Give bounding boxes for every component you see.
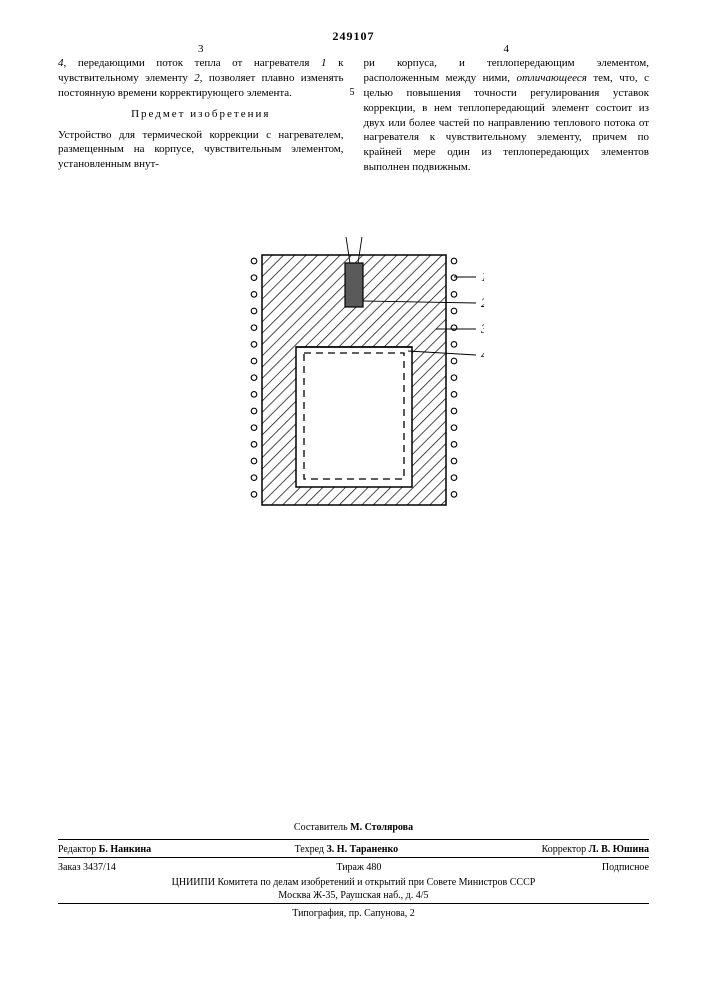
- svg-text:1: 1: [481, 269, 484, 284]
- order-row: Заказ 3437/14 Тираж 480 Подписное: [58, 857, 649, 876]
- text-columns: 3 4, передающими поток тепла от нагреват…: [0, 44, 707, 175]
- subject-heading: Предмет изобретения: [58, 107, 344, 122]
- right-p1: ри корпуса, и теплопередающим элементом,…: [364, 56, 650, 175]
- doc-number: 249107: [0, 0, 707, 44]
- org-line-2: Москва Ж-35, Раушская наб., д. 4/5: [58, 889, 649, 903]
- technical-figure: 1 2 3 4: [224, 235, 484, 525]
- figure-area: 1 2 3 4: [0, 175, 707, 525]
- left-column: 3 4, передающими поток тепла от нагреват…: [58, 56, 344, 175]
- footer: Составитель М. Столярова Редактор Б. Нан…: [58, 821, 649, 920]
- marginal-5: 5: [350, 86, 355, 100]
- editor: Редактор Б. Нанкина: [58, 843, 151, 857]
- svg-text:4: 4: [481, 347, 484, 362]
- techred: Техред З. Н. Тараненко: [295, 843, 399, 857]
- tirazh: Тираж 480: [336, 861, 381, 875]
- staff-row: Редактор Б. Нанкина Техред З. Н. Таранен…: [58, 839, 649, 858]
- col-num-left: 3: [198, 42, 204, 57]
- left-p2: Устройство для термической коррекции с н…: [58, 128, 344, 173]
- svg-text:2: 2: [481, 295, 484, 310]
- typography-line: Типография, пр. Сапунова, 2: [58, 903, 649, 921]
- left-p1: 4, передающими поток тепла от нагревател…: [58, 56, 344, 101]
- podpis: Подписное: [602, 861, 649, 875]
- order: Заказ 3437/14: [58, 861, 116, 875]
- org-line-1: ЦНИИПИ Комитета по делам изобретений и о…: [58, 876, 649, 890]
- right-column: 4 5 ри корпуса, и теплопередающим элемен…: [364, 56, 650, 175]
- composer-line: Составитель М. Столярова: [58, 821, 649, 839]
- corrector: Корректор Л. В. Юшина: [542, 843, 649, 857]
- svg-text:3: 3: [480, 321, 484, 336]
- col-num-right: 4: [504, 42, 510, 57]
